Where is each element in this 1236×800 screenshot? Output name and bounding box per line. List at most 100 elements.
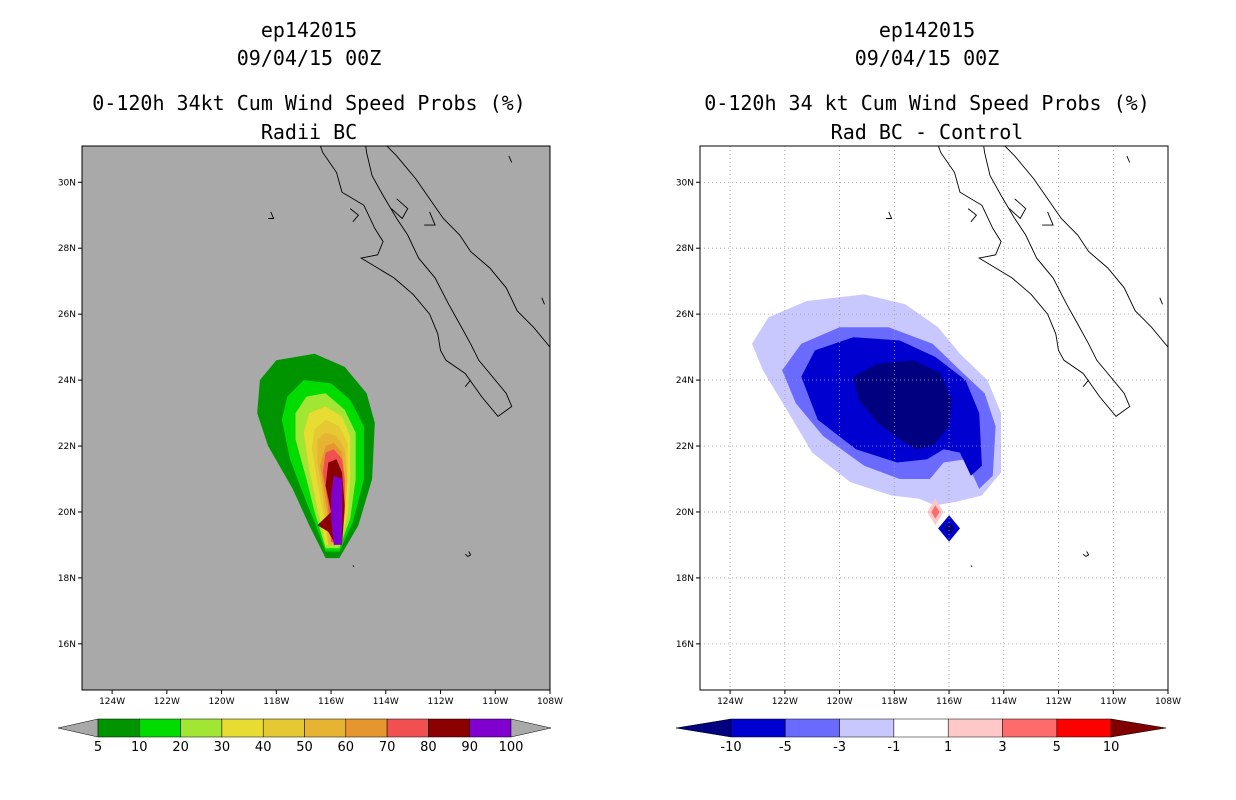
colorbar-label: 5 <box>94 740 102 755</box>
coastline-mainland <box>386 146 550 348</box>
colorbar-label: 60 <box>338 740 355 755</box>
colorbar-swatch <box>221 718 264 738</box>
left-title-product: 0-120h 34kt Cum Wind Speed Probs (%) <box>92 91 526 115</box>
colorbar-label: 70 <box>379 740 396 755</box>
right-difference-map: 30N 28N 26N 24N 22N 20N 18N 16N 124W 122W 120W 118W… <box>675 145 1181 755</box>
lat-tick-label: 18N <box>676 574 694 584</box>
colorbar-label: 100 <box>499 740 524 755</box>
island <box>508 155 513 163</box>
island <box>1159 297 1163 305</box>
lat-tick-label: 30N <box>58 178 76 188</box>
lat-tick-label: 18N <box>58 574 76 584</box>
map-layers <box>257 146 550 567</box>
lon-tick-label: 122W <box>772 697 798 707</box>
lon-tick-label: 108W <box>1155 697 1181 707</box>
colorbar-label: 40 <box>255 740 272 755</box>
colorbar-label: 10 <box>1103 740 1120 755</box>
lat-tick-label: 24N <box>676 376 694 386</box>
contour-level-3 <box>931 505 940 519</box>
colorbar-swatch <box>469 718 512 738</box>
coastline-baja <box>937 146 1131 418</box>
left-title-subtitle: Radii BC <box>260 120 358 144</box>
contour-level-100 <box>332 479 342 542</box>
lon-tick-label: 118W <box>263 697 289 707</box>
colorbar-swatch <box>180 718 223 738</box>
colorbar-swatch <box>947 718 1003 738</box>
lat-tick-label: 22N <box>676 442 694 452</box>
colorbar-label: 1 <box>944 740 952 755</box>
colorbar-label: 5 <box>1053 740 1061 755</box>
colorbar-swatch <box>1056 718 1112 738</box>
lon-tick-label: 114W <box>373 697 399 707</box>
lon-tick-label: 116W <box>936 697 962 707</box>
island <box>268 211 275 219</box>
lon-tick-label: 116W <box>318 697 344 707</box>
island <box>1008 198 1027 220</box>
lat-tick-label: 26N <box>676 310 694 320</box>
colorbar-swatch <box>785 718 840 738</box>
map-frame <box>699 145 1169 691</box>
lat-tick-label: 20N <box>58 508 76 518</box>
colorbar-arrow-left <box>57 718 99 738</box>
colorbar-swatch <box>428 718 470 738</box>
right-title-product: 0-120h 34 kt Cum Wind Speed Probs (%) <box>704 91 1150 115</box>
island <box>886 211 893 219</box>
right-title-date: 09/04/15 00Z <box>854 46 1000 70</box>
lat-tick-label: 28N <box>676 244 694 254</box>
colorbar-label: -3 <box>833 740 846 755</box>
island <box>1082 551 1090 558</box>
island <box>1082 379 1089 387</box>
island <box>970 565 973 567</box>
colorbar-label: 3 <box>998 740 1006 755</box>
island <box>464 551 472 558</box>
lon-tick-label: 118W <box>881 697 907 707</box>
island <box>967 208 978 223</box>
lat-tick-label: 24N <box>58 376 76 386</box>
right-title-storm: ep142015 <box>878 18 976 42</box>
colorbar-label: -10 <box>720 740 741 755</box>
colorbar-swatch <box>97 718 140 738</box>
island <box>349 208 360 223</box>
colorbar-label: 20 <box>172 740 189 755</box>
lon-tick-label: 120W <box>827 697 853 707</box>
lon-tick-label: 124W <box>99 697 125 707</box>
map-frame <box>81 145 551 691</box>
colorbar-arrow-right <box>510 718 552 738</box>
island <box>464 379 471 387</box>
colorbar-label: 50 <box>296 740 313 755</box>
coastline-mainland <box>1004 146 1168 348</box>
colorbar-label: -1 <box>887 740 900 755</box>
lat-tick-label: 16N <box>58 640 76 650</box>
colorbar-swatch <box>386 718 429 738</box>
lat-tick-label: 26N <box>58 310 76 320</box>
colorbar-swatch <box>345 718 388 738</box>
contour-level-neg10 <box>853 360 952 450</box>
lon-tick-label: 114W <box>991 697 1017 707</box>
colorbar-swatch <box>893 718 949 738</box>
left-panel: ep142015 09/04/15 00Z 0-120h 34kt Cum Wi… <box>57 18 563 755</box>
colorbar-swatch <box>1002 718 1058 738</box>
lon-tick-label: 110W <box>482 697 508 707</box>
colorbar-swatch <box>304 718 347 738</box>
colorbar-swatch <box>262 718 305 738</box>
left-probability-map: 30N 28N 26N 24N 22N 20N 18N 16N 124W 122W 120W 118W… <box>57 145 563 755</box>
colorbar-swatch <box>839 718 895 738</box>
map-layers <box>700 146 1168 690</box>
colorbar-label: -5 <box>779 740 792 755</box>
lon-tick-label: 110W <box>1100 697 1126 707</box>
left-title-date: 09/04/15 00Z <box>236 46 382 70</box>
lon-tick-label: 120W <box>209 697 235 707</box>
contour-level-neg10 <box>943 521 955 535</box>
colorbar-swatch <box>139 718 181 738</box>
lat-tick-label: 22N <box>58 442 76 452</box>
island <box>1042 211 1054 226</box>
lon-tick-label: 112W <box>1045 697 1071 707</box>
lon-tick-label: 124W <box>717 697 743 707</box>
right-panel: ep142015 09/04/15 00Z 0-120h 34 kt Cum W… <box>618 0 1236 800</box>
colorbar-label: 30 <box>214 740 231 755</box>
colorbar-label: 10 <box>131 740 148 755</box>
lon-tick-label: 112W <box>427 697 453 707</box>
colorbar-arrow-left <box>675 718 732 738</box>
lat-tick-label: 28N <box>58 244 76 254</box>
island <box>541 297 545 305</box>
